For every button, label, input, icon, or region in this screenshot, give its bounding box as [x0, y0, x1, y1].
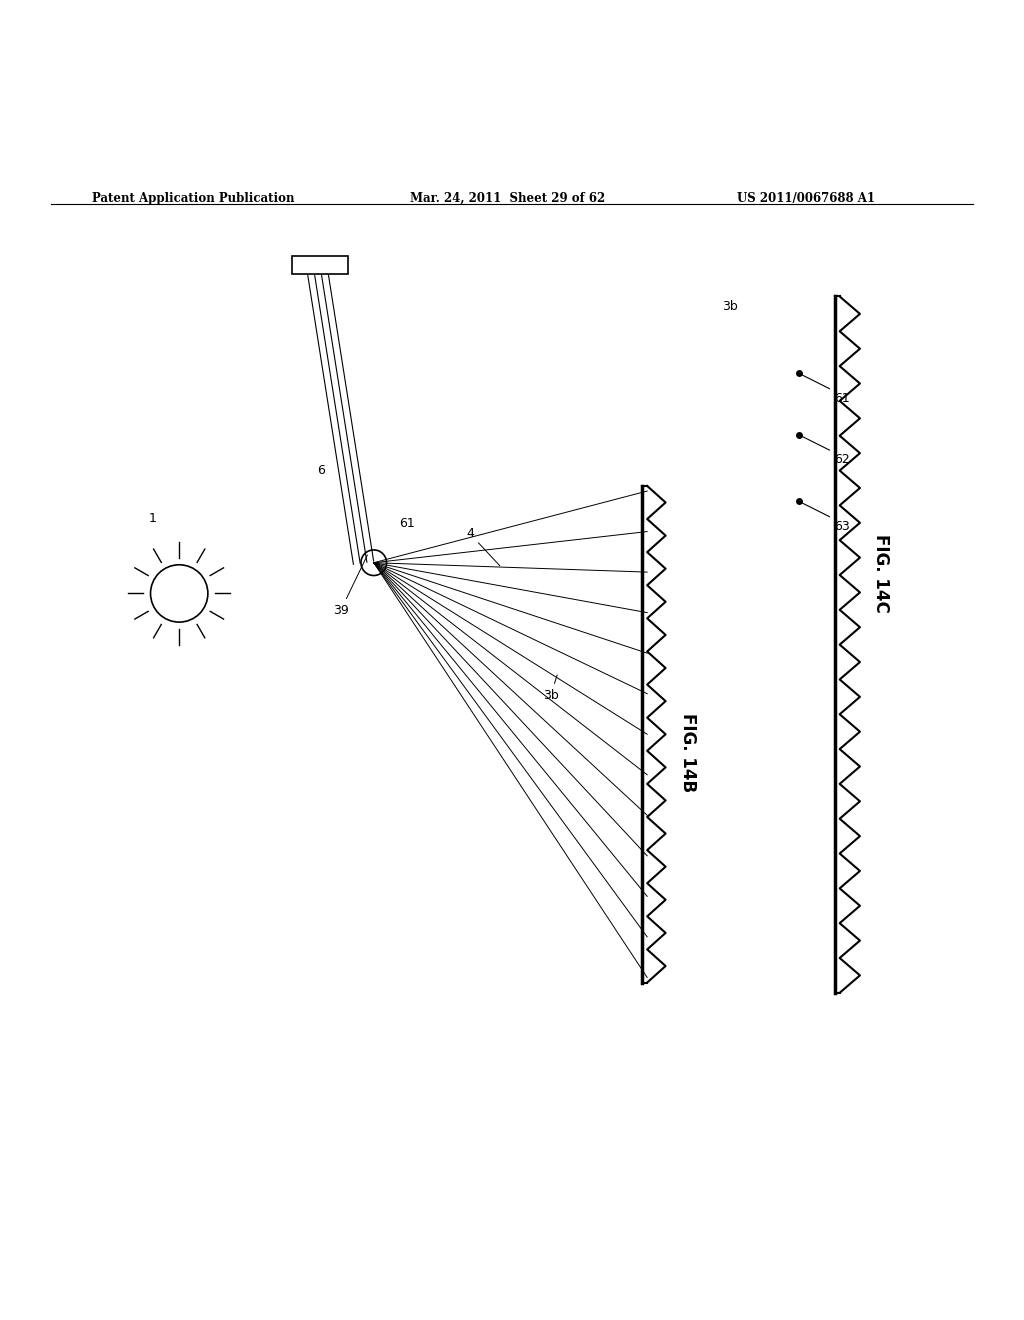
- Text: 6: 6: [317, 465, 326, 477]
- Text: 1: 1: [148, 512, 157, 525]
- Text: 39: 39: [333, 554, 368, 616]
- Text: 63: 63: [835, 520, 850, 533]
- Text: 4: 4: [466, 527, 500, 566]
- Text: 61: 61: [835, 392, 850, 405]
- Text: 62: 62: [835, 453, 850, 466]
- Text: US 2011/0067688 A1: US 2011/0067688 A1: [737, 191, 876, 205]
- Bar: [292, 256, 348, 275]
- Circle shape: [151, 565, 208, 622]
- Text: Mar. 24, 2011  Sheet 29 of 62: Mar. 24, 2011 Sheet 29 of 62: [410, 191, 605, 205]
- Text: 3b: 3b: [722, 300, 737, 313]
- Text: 3b: 3b: [543, 675, 558, 702]
- Text: FIG. 14C: FIG. 14C: [871, 533, 890, 612]
- Text: Patent Application Publication: Patent Application Publication: [92, 191, 295, 205]
- Text: 61: 61: [399, 516, 415, 529]
- Text: FIG. 14B: FIG. 14B: [679, 713, 697, 792]
